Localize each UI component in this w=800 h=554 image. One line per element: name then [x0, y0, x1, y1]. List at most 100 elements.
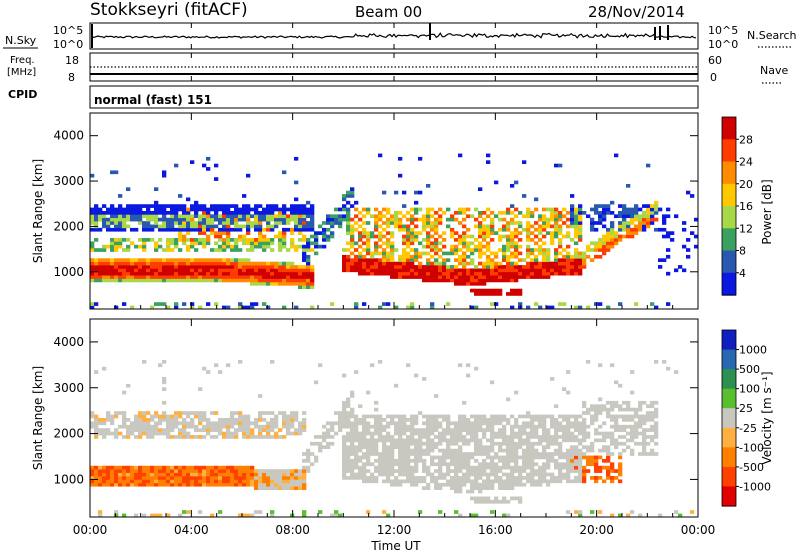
heatmap-cell: [426, 414, 431, 419]
heatmap-cell: [546, 224, 551, 229]
heatmap-cell: [526, 411, 531, 415]
heatmap-cell: [174, 268, 179, 273]
heatmap-cell: [458, 479, 463, 484]
heatmap-cell: [546, 482, 551, 487]
heatmap-cell: [442, 431, 447, 436]
heatmap-cell: [622, 211, 627, 215]
heatmap-cell: [506, 472, 511, 477]
heatmap-cell: [346, 414, 351, 419]
heatmap-cell: [590, 241, 595, 246]
heatmap-cell: [462, 268, 467, 273]
heatmap-cell: [202, 204, 207, 208]
heatmap-cell: [334, 513, 339, 518]
heatmap-cell: [390, 435, 395, 439]
heatmap-cell: [414, 428, 419, 432]
heatmap-cell: [182, 411, 187, 415]
heatmap-cell: [302, 472, 307, 477]
heatmap-cell: [514, 251, 519, 256]
heatmap-cell: [538, 227, 543, 232]
heatmap-cell: [490, 292, 495, 296]
heatmap-cell: [438, 455, 443, 460]
heatmap-cell: [466, 363, 471, 368]
heatmap-cell: [406, 428, 411, 432]
heatmap-cell: [682, 268, 687, 273]
heatmap-cell: [298, 469, 303, 473]
heatmap-cell: [530, 275, 535, 279]
heatmap-cell: [294, 305, 299, 310]
heatmap-cell: [490, 465, 495, 470]
heatmap-cell: [286, 414, 291, 419]
heatmap-cell: [286, 281, 291, 286]
heatmap-cell: [402, 248, 407, 252]
heatmap-cell: [506, 452, 511, 456]
heatmap-cell: [210, 214, 215, 219]
heatmap-cell: [362, 438, 367, 443]
heatmap-cell: [342, 414, 347, 419]
heatmap-cell: [378, 418, 383, 422]
heatmap-cell: [454, 431, 459, 436]
heatmap-cell: [198, 482, 203, 487]
heatmap-cell: [302, 244, 307, 249]
heatmap-cell: [506, 499, 511, 504]
heatmap-cell: [266, 472, 271, 477]
heatmap-cell: [394, 428, 399, 432]
heatmap-cell: [154, 513, 159, 518]
heatmap-cell: [466, 438, 471, 443]
heatmap-cell: [182, 510, 187, 514]
heatmap-cell: [526, 305, 531, 310]
heatmap-cell: [370, 438, 375, 443]
heatmap-cell: [350, 190, 355, 195]
heatmap-cell: [210, 227, 215, 232]
heatmap-cell: [402, 268, 407, 273]
heatmap-cell: [194, 411, 199, 415]
heatmap-cell: [258, 394, 263, 398]
heatmap-cell: [98, 421, 103, 426]
heatmap-cell: [430, 421, 435, 426]
heatmap-cell: [462, 455, 467, 460]
heatmap-cell: [298, 265, 303, 269]
heatmap-cell: [478, 414, 483, 419]
heatmap-cell: [286, 486, 291, 490]
heatmap-cell: [462, 234, 467, 239]
heatmap-cell: [242, 258, 247, 262]
heatmap-cell: [458, 421, 463, 426]
heatmap-cell: [478, 254, 483, 259]
heatmap-cell: [174, 271, 179, 276]
heatmap-cell: [422, 448, 427, 453]
heatmap-cell: [506, 268, 511, 273]
heatmap-cell: [394, 479, 399, 484]
heatmap-cell: [534, 241, 539, 246]
heatmap-cell: [550, 452, 555, 456]
heatmap-cell: [346, 261, 351, 266]
heatmap-cell: [378, 359, 383, 364]
heatmap-cell: [218, 214, 223, 219]
heatmap-cell: [346, 207, 351, 212]
heatmap-cell: [186, 211, 191, 215]
heatmap-cell: [634, 217, 639, 222]
power-heatmap: [90, 153, 699, 310]
heatmap-cell: [218, 261, 223, 266]
heatmap-cell: [106, 271, 111, 276]
heatmap-cell: [434, 265, 439, 269]
heatmap-cell: [442, 261, 447, 266]
heatmap-cell: [486, 254, 491, 259]
heatmap-cell: [394, 476, 399, 480]
heatmap-cell: [490, 462, 495, 467]
heatmap-cell: [526, 421, 531, 426]
heatmap-cell: [306, 200, 311, 205]
heatmap-cell: [566, 390, 571, 395]
heatmap-cell: [458, 455, 463, 460]
heatmap-cell: [450, 268, 455, 273]
heatmap-cell: [290, 261, 295, 266]
heatmap-cell: [642, 421, 647, 426]
heatmap-cell: [222, 214, 227, 219]
heatmap-cell: [526, 414, 531, 419]
heatmap-cell: [102, 421, 107, 426]
heatmap-cell: [522, 431, 527, 436]
heatmap-cell: [534, 431, 539, 436]
heatmap-cell: [406, 418, 411, 422]
heatmap-cell: [542, 448, 547, 453]
heatmap-cell: [254, 418, 259, 422]
heatmap-cell: [558, 414, 563, 419]
